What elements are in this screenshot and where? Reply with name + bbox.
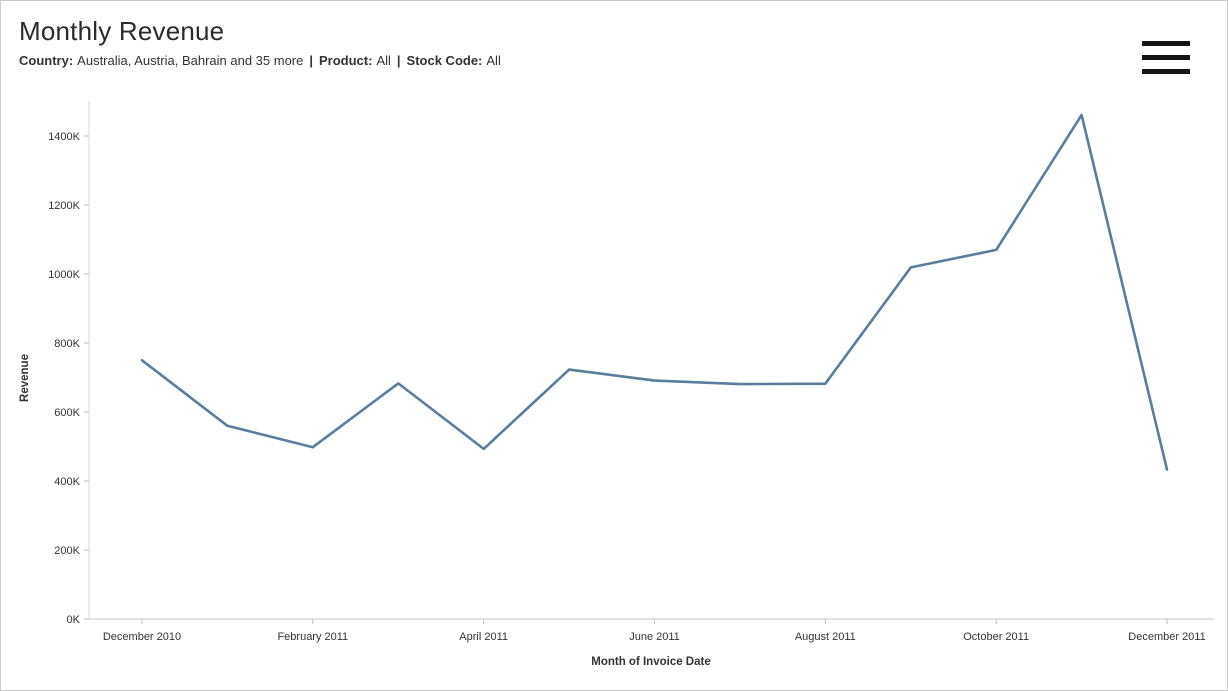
x-tick-label: February 2011 xyxy=(277,631,348,643)
line-chart-svg: 0K 200K 400K 600K 800K 1000K 1200K 1400K Decembe… xyxy=(19,101,1214,668)
filter-summary: Country: Australia, Austria, Bahrain and … xyxy=(19,53,1209,68)
y-tick-label: 200K xyxy=(54,545,80,557)
chart-header: Monthly Revenue Country: Australia, Austr… xyxy=(1,1,1227,91)
menu-bar xyxy=(1142,69,1190,74)
y-tick-label: 1000K xyxy=(48,269,80,281)
menu-bar xyxy=(1142,41,1190,46)
revenue-line-chart: 0K 200K 400K 600K 800K 1000K 1200K 1400K Decembe… xyxy=(1,91,1227,690)
country-filter-label: Country: xyxy=(19,52,74,68)
product-filter-label: Product: xyxy=(319,52,373,68)
x-tick-label: December 2010 xyxy=(103,631,181,643)
stock-code-filter-value: All xyxy=(486,52,501,68)
y-tick-label: 1400K xyxy=(48,131,80,143)
x-tick-label: October 2011 xyxy=(963,631,1029,643)
product-filter-value: All xyxy=(376,52,391,68)
x-axis-title: Month of Invoice Date xyxy=(591,656,710,668)
y-tick-label: 600K xyxy=(54,407,80,419)
x-tick-label: August 2011 xyxy=(795,631,856,643)
x-tick-label: April 2011 xyxy=(459,631,508,643)
y-tick-label: 0K xyxy=(67,614,81,626)
revenue-line[interactable] xyxy=(140,113,1169,471)
separator: | xyxy=(396,52,401,68)
x-tick-label: December 2011 xyxy=(1128,631,1205,643)
x-tick-label: June 2011 xyxy=(629,631,680,643)
page-title: Monthly Revenue xyxy=(19,16,225,46)
y-tick-label: 800K xyxy=(54,338,80,350)
y-tick-label: 1200K xyxy=(48,200,80,212)
y-tick-label: 400K xyxy=(54,476,80,488)
stock-code-filter-label: Stock Code: xyxy=(406,52,483,68)
y-axis-title: Revenue xyxy=(19,354,31,402)
country-filter-value: Australia, Austria, Bahrain and 35 more xyxy=(77,52,304,68)
menu-bar xyxy=(1142,55,1190,60)
hamburger-menu-icon[interactable] xyxy=(1142,41,1190,74)
separator: | xyxy=(309,52,313,68)
